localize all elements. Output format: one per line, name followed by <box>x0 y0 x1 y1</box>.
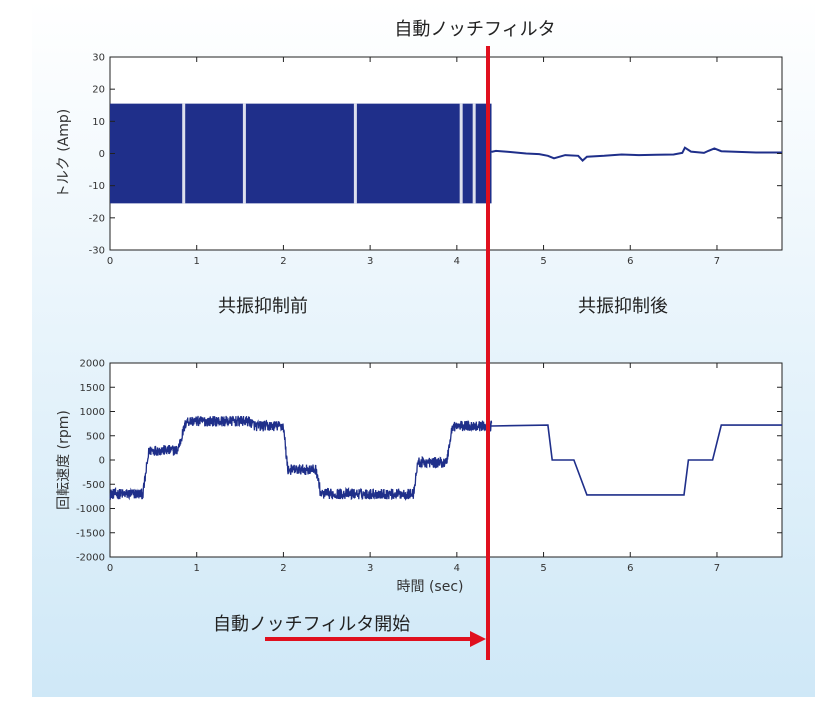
torque-x-tick-label: 4 <box>454 256 460 267</box>
before-suppression-label: 共振抑制前 <box>218 296 308 317</box>
speed-x-tick-label: 2 <box>280 563 286 574</box>
speed-y-tick-label: -2000 <box>76 553 105 564</box>
speed-x-tick-label: 1 <box>194 563 200 574</box>
arrow-head-icon <box>470 631 486 647</box>
speed-y-tick-label: 0 <box>99 456 105 467</box>
speed-series-line <box>491 424 782 496</box>
torque-series-line <box>491 146 782 163</box>
speed-y-axis-label: 回転速度 (rpm) <box>56 410 72 510</box>
speed-y-tick-label: 1000 <box>80 407 105 418</box>
torque-oscillation-band <box>110 103 492 204</box>
torque-band-gap <box>459 103 463 204</box>
speed-y-tick-label: -1000 <box>76 504 105 515</box>
speed-x-tick-label: 4 <box>454 563 460 574</box>
speed-x-tick-label: 5 <box>540 563 546 574</box>
torque-x-tick-label: 7 <box>714 256 720 267</box>
speed-noisy-series <box>109 415 493 501</box>
torque-y-tick-label: 20 <box>92 85 105 96</box>
speed-chart: 0 1 2 3 4 5 6 7 2000 1500 1000 500 0 -500 -1000 -1500 -2… <box>56 359 783 595</box>
speed-y-tick-label: 1500 <box>80 383 105 394</box>
speed-y-tick-label: -500 <box>82 480 105 491</box>
torque-x-tick-label: 0 <box>107 256 113 267</box>
torque-x-tick-label: 2 <box>280 256 286 267</box>
speed-x-tick-label: 3 <box>367 563 373 574</box>
torque-chart: 0 1 2 3 4 5 6 7 30 20 10 0 -10 -20 -30 トルク (Amp) <box>56 53 783 267</box>
speed-x-tick-label: 0 <box>107 563 113 574</box>
torque-band-gap <box>472 103 476 204</box>
torque-band-gap <box>182 103 186 204</box>
speed-y-tick-label: -1500 <box>76 528 105 539</box>
notch-filter-start-label: 自動ノッチフィルタ開始 <box>213 614 410 635</box>
torque-x-tick-label: 6 <box>627 256 633 267</box>
speed-y-tick-label: 500 <box>86 431 105 442</box>
torque-x-tick-label: 3 <box>367 256 373 267</box>
torque-y-axis-label: トルク (Amp) <box>56 109 72 198</box>
torque-y-tick-label: 30 <box>92 53 105 64</box>
speed-x-tick-label: 6 <box>627 563 633 574</box>
after-suppression-label: 共振抑制後 <box>578 296 668 317</box>
torque-x-tick-label: 1 <box>194 256 200 267</box>
torque-y-tick-label: -10 <box>89 181 105 192</box>
torque-y-tick-label: 10 <box>92 117 105 128</box>
torque-band-gap <box>353 103 357 204</box>
notch-filter-label: 自動ノッチフィルタ <box>394 19 555 40</box>
speed-x-tick-label: 7 <box>714 563 720 574</box>
torque-y-tick-label: -30 <box>89 246 105 257</box>
torque-band-gap <box>242 103 246 204</box>
torque-y-tick-label: 0 <box>99 149 105 160</box>
torque-x-tick-label: 5 <box>540 256 546 267</box>
torque-y-tick-label: -20 <box>89 213 105 224</box>
speed-x-axis-label: 時間 (sec) <box>397 579 464 595</box>
speed-y-tick-label: 2000 <box>80 359 105 370</box>
